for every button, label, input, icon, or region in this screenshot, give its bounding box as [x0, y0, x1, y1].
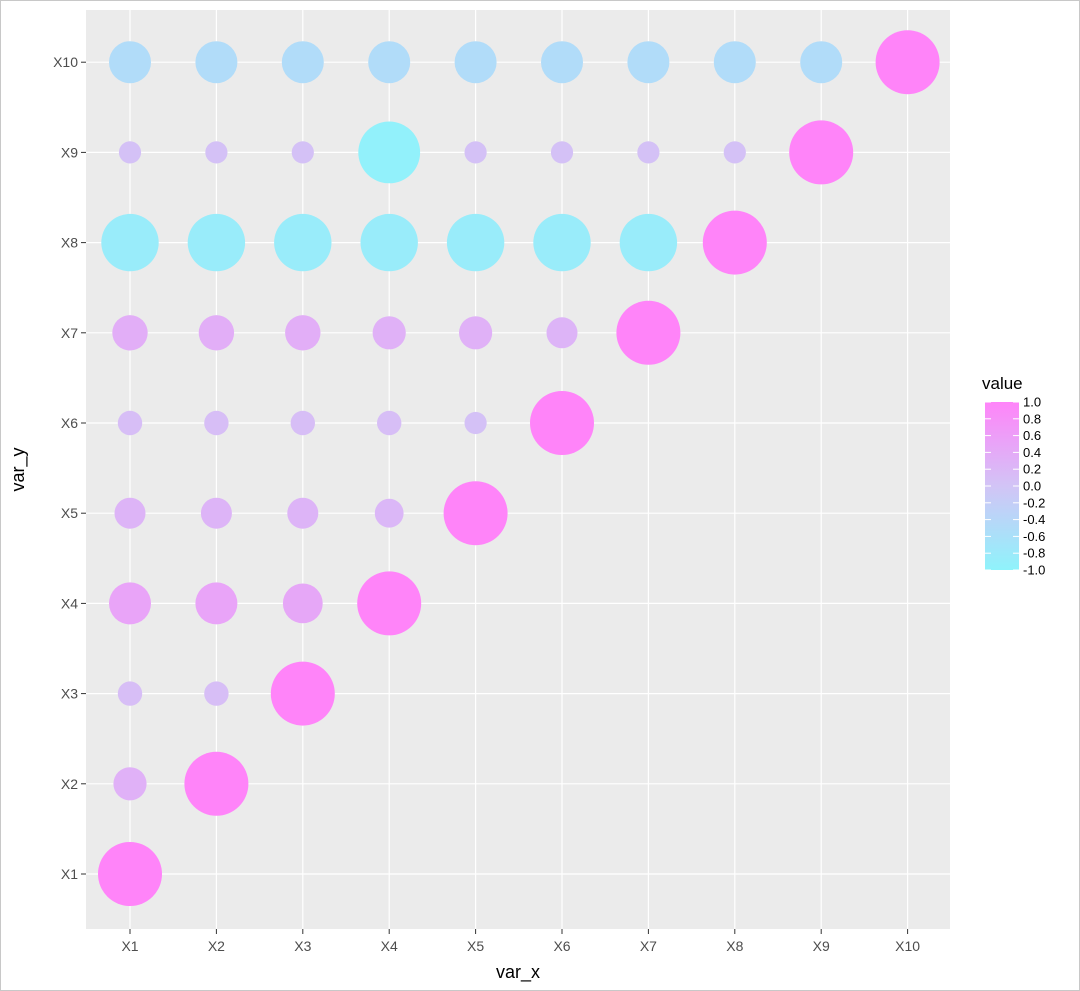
y-tick-label-X3: X3 [61, 686, 78, 702]
point-X8-X9 [723, 141, 746, 164]
x-tick-label-X1: X1 [121, 938, 138, 954]
legend-tick-label: -0.2 [1023, 495, 1045, 510]
point-X8-X10 [713, 41, 756, 84]
point-X4-X10 [368, 41, 411, 84]
y-tick-label-X7: X7 [61, 325, 78, 341]
y-tick-label-X4: X4 [61, 595, 78, 611]
x-tick-label-X8: X8 [726, 938, 743, 954]
point-X2-X9 [205, 141, 228, 164]
point-X6-X8 [533, 213, 591, 272]
point-X1-X6 [117, 410, 143, 436]
point-X9-X9 [789, 120, 854, 185]
point-X7-X8 [619, 213, 678, 272]
x-tick-label-X3: X3 [294, 938, 311, 954]
legend-title: value [982, 374, 1023, 393]
point-X1-X4 [109, 582, 151, 625]
point-X4-X7 [372, 316, 406, 350]
point-X5-X9 [464, 141, 487, 164]
point-X2-X10 [195, 41, 238, 84]
x-tick-label-X7: X7 [640, 938, 657, 954]
point-X6-X9 [550, 141, 574, 164]
point-X4-X4 [357, 571, 422, 636]
point-X7-X10 [627, 41, 670, 84]
point-X5-X8 [446, 213, 505, 272]
point-X1-X8 [101, 213, 159, 272]
color-legend: value 1.00.8 0.6 0.4 0.2 0.0-0.2 -0.4 -0.6 -0.8… [982, 374, 1045, 578]
point-X4-X6 [377, 410, 402, 436]
legend-ticks: 1.00.8 0.6 0.4 0.2 0.0-0.2 -0.4 -0.6 -0.8 -1.0 [985, 395, 1045, 578]
x-tick-label-X6: X6 [553, 938, 570, 954]
point-X2-X6 [204, 410, 229, 436]
point-X1-X5 [114, 497, 146, 529]
point-X7-X9 [637, 141, 660, 164]
legend-tick-label: 1.0 [1023, 395, 1041, 410]
point-X3-X4 [282, 583, 323, 624]
point-X1-X2 [113, 767, 147, 801]
y-axis-ticks: X1 X2 X3 X4 X5 X6 X7 X8 X9 X10 [53, 54, 86, 882]
y-axis-title: var_y [8, 447, 29, 491]
x-axis-title: var_x [496, 962, 540, 983]
x-tick-label-X4: X4 [381, 938, 398, 954]
point-X3-X3 [270, 661, 335, 726]
point-X4-X9 [358, 121, 421, 184]
point-X4-X8 [360, 213, 418, 272]
y-tick-label-X2: X2 [61, 776, 78, 792]
point-X3-X6 [290, 410, 315, 436]
point-X6-X6 [530, 391, 594, 455]
x-tick-label-X10: X10 [895, 938, 920, 954]
legend-tick-label: 0.8 [1023, 411, 1041, 426]
legend-tick-label: 0.6 [1023, 428, 1041, 443]
x-tick-label-X2: X2 [208, 938, 225, 954]
point-X3-X10 [281, 41, 324, 84]
y-tick-label-X5: X5 [61, 505, 78, 521]
y-tick-label-X6: X6 [61, 415, 78, 431]
point-X3-X5 [287, 497, 319, 529]
legend-tick-label: -0.4 [1023, 512, 1045, 527]
y-tick-label-X1: X1 [61, 866, 78, 882]
legend-tick-label: 0.0 [1023, 479, 1041, 494]
legend-tick-label: -1.0 [1023, 563, 1045, 578]
point-X3-X8 [274, 213, 332, 272]
legend-tick-label: 0.4 [1023, 445, 1041, 460]
point-X5-X5 [443, 481, 508, 546]
x-axis-ticks: X1 X2 X3 X4 X5 X6 X7 X8 X9 X10 [121, 929, 920, 954]
point-X1-X10 [109, 41, 151, 84]
point-X3-X7 [285, 315, 321, 351]
point-X2-X4 [195, 582, 238, 625]
point-X5-X7 [459, 316, 493, 350]
legend-tick-label: -0.6 [1023, 529, 1045, 544]
point-X1-X7 [112, 315, 148, 351]
point-X2-X3 [204, 681, 229, 706]
point-X2-X5 [200, 497, 232, 529]
x-tick-label-X9: X9 [813, 938, 830, 954]
point-X1-X9 [118, 141, 142, 164]
point-X9-X10 [800, 41, 843, 84]
point-X2-X7 [198, 315, 235, 351]
data-points [98, 30, 940, 906]
point-X2-X8 [187, 213, 246, 272]
point-X2-X2 [184, 751, 249, 816]
y-tick-label-X9: X9 [61, 144, 78, 160]
point-X8-X8 [702, 210, 767, 275]
point-X1-X3 [117, 681, 143, 706]
point-X10-X10 [875, 30, 940, 95]
y-tick-label-X8: X8 [61, 235, 78, 251]
point-X5-X6 [464, 411, 487, 435]
point-X4-X5 [374, 498, 404, 528]
point-X6-X10 [541, 41, 583, 84]
legend-tick-label: 0.2 [1023, 462, 1041, 477]
point-X5-X10 [454, 41, 497, 84]
x-tick-label-X5: X5 [467, 938, 484, 954]
point-X7-X7 [616, 300, 681, 365]
point-X1-X1 [98, 842, 162, 906]
point-X6-X7 [546, 317, 578, 349]
legend-tick-label: -0.8 [1023, 546, 1045, 561]
point-X3-X9 [291, 141, 314, 164]
y-tick-label-X10: X10 [53, 54, 78, 70]
